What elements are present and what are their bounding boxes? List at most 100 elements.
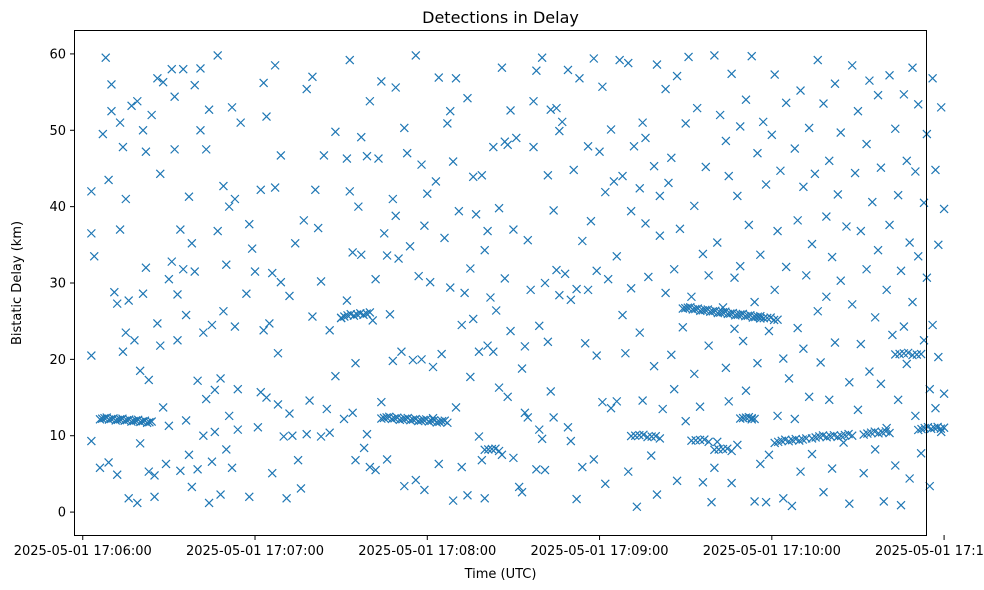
data-point: [221, 445, 231, 454]
data-point: [646, 451, 656, 461]
data-point: [865, 367, 874, 377]
data-point: [870, 445, 880, 454]
data-point: [164, 274, 174, 284]
data-point: [896, 500, 906, 510]
data-point: [707, 497, 716, 507]
data-point: [687, 292, 696, 302]
data-point: [411, 475, 421, 485]
data-point: [411, 51, 421, 60]
data-point: [876, 379, 886, 389]
data-point: [308, 312, 317, 322]
data-point: [480, 493, 490, 503]
data-point: [741, 95, 751, 105]
data-point: [161, 459, 171, 469]
data-point: [302, 84, 312, 94]
data-point: [293, 455, 303, 465]
data-point: [227, 102, 237, 112]
data-point: [916, 349, 926, 359]
data-point: [506, 326, 515, 336]
data-point: [190, 80, 200, 90]
data-point: [130, 335, 139, 345]
x-tick-label: 2025-05-01 17:11:00: [875, 544, 984, 559]
data-point: [712, 437, 722, 447]
data-point: [701, 162, 711, 172]
data-point: [259, 78, 269, 88]
data-point: [635, 328, 645, 338]
data-point: [86, 351, 96, 360]
data-point: [870, 312, 880, 322]
y-tick-label: 20: [49, 353, 66, 368]
data-point: [586, 216, 596, 226]
data-point: [445, 106, 455, 116]
data-point: [362, 151, 372, 161]
data-point: [776, 166, 785, 176]
data-point: [405, 415, 415, 425]
data-point: [778, 493, 788, 503]
data-point: [382, 251, 392, 260]
data-point: [325, 325, 335, 335]
data-point: [170, 144, 180, 154]
y-tick-label: 30: [49, 277, 66, 292]
data-point: [903, 348, 913, 358]
data-point: [913, 425, 923, 435]
data-point: [727, 478, 737, 488]
data-point: [379, 228, 389, 238]
data-point: [549, 206, 559, 215]
data-point: [618, 171, 627, 181]
data-point: [445, 283, 455, 293]
data-point: [931, 403, 940, 413]
data-point: [715, 110, 725, 120]
data-point: [508, 453, 518, 463]
data-point: [491, 306, 501, 315]
data-point: [227, 463, 237, 473]
data-point: [862, 264, 871, 274]
data-point: [655, 433, 665, 443]
data-point: [724, 396, 734, 406]
data-point: [879, 496, 889, 506]
data-point: [164, 421, 174, 431]
data-point: [600, 187, 610, 197]
data-point: [750, 496, 760, 506]
data-point: [305, 396, 314, 406]
data-point: [592, 351, 602, 360]
data-point: [198, 328, 208, 338]
data-point: [465, 264, 475, 273]
data-point: [819, 487, 828, 497]
data-point: [365, 307, 375, 317]
data-point: [735, 309, 745, 319]
data-point: [916, 448, 926, 458]
plot-frame: [74, 30, 927, 536]
data-point: [583, 141, 593, 151]
data-point: [612, 396, 622, 406]
data-point: [735, 261, 745, 271]
data-point: [807, 449, 817, 459]
data-point: [652, 490, 662, 499]
data-point: [425, 277, 435, 287]
data-point: [204, 498, 214, 508]
data-point: [419, 221, 429, 231]
data-point: [287, 431, 297, 441]
data-point: [388, 194, 398, 204]
data-point: [666, 153, 676, 163]
data-point: [824, 156, 834, 166]
data-point: [718, 444, 728, 454]
data-point: [397, 347, 406, 357]
data-point: [451, 403, 461, 412]
data-point: [267, 268, 277, 278]
data-point: [480, 445, 490, 455]
data-point: [503, 392, 513, 402]
data-point: [770, 70, 780, 79]
data-point: [330, 127, 340, 137]
data-point: [422, 189, 432, 199]
data-point: [207, 457, 217, 467]
y-tick-label: 60: [49, 47, 66, 62]
data-point: [681, 118, 691, 128]
data-point: [201, 144, 211, 154]
data-point: [658, 404, 668, 414]
data-point: [241, 289, 251, 299]
data-point: [488, 142, 498, 152]
data-point: [173, 335, 182, 345]
data-point: [500, 273, 510, 283]
data-point: [905, 238, 915, 247]
data-point: [933, 352, 943, 362]
